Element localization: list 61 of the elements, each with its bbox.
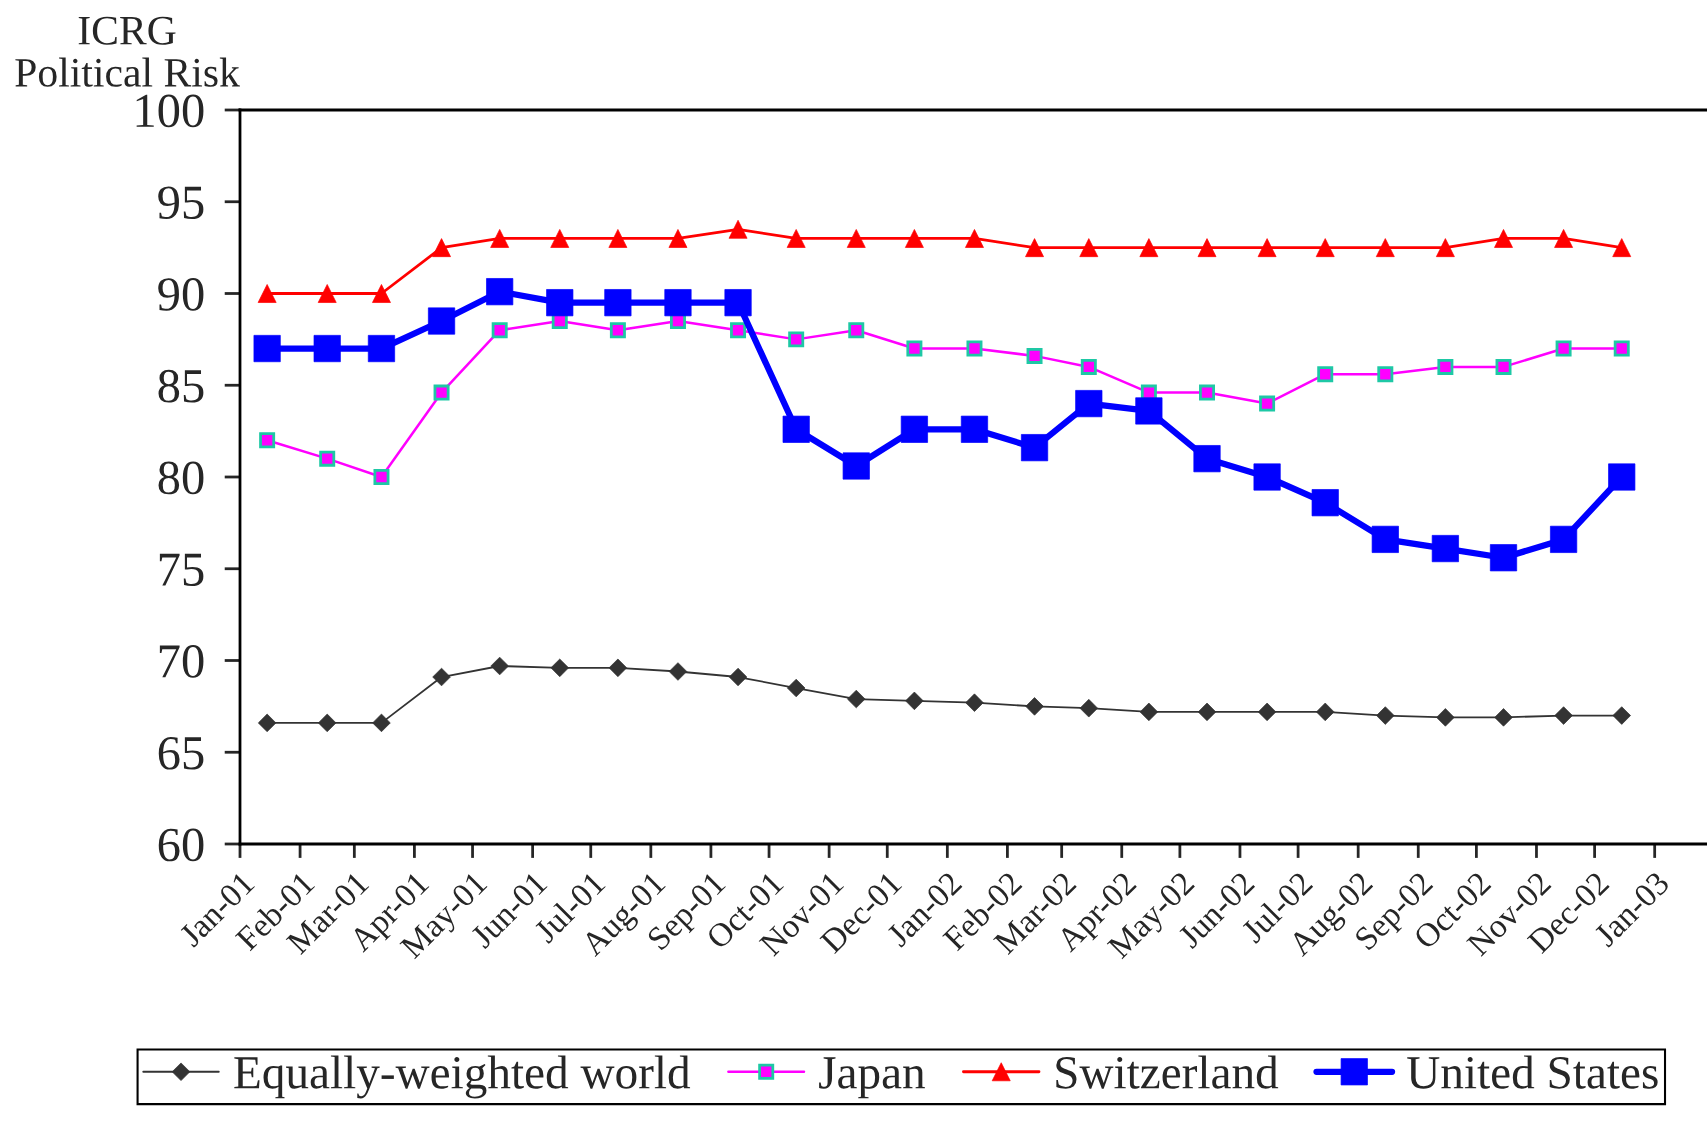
y-tick-label: 80	[158, 461, 204, 495]
point	[490, 656, 509, 676]
point	[1436, 238, 1455, 257]
point	[847, 689, 866, 709]
point	[491, 322, 508, 339]
point	[428, 307, 456, 335]
point	[609, 322, 626, 339]
point	[1377, 366, 1394, 383]
legend-label: United States	[1407, 1055, 1658, 1089]
point	[1135, 397, 1163, 425]
point	[317, 284, 337, 303]
point	[960, 415, 989, 443]
point	[965, 693, 984, 712]
point	[906, 340, 923, 357]
legend-label: Equally-weighted world	[234, 1055, 691, 1099]
point	[1075, 390, 1103, 418]
point	[319, 450, 336, 467]
point	[1495, 358, 1512, 375]
point	[1079, 238, 1099, 257]
point	[1437, 358, 1454, 375]
point	[1026, 347, 1043, 364]
point	[724, 289, 752, 317]
point	[259, 432, 276, 449]
point	[373, 469, 390, 485]
point	[1612, 238, 1632, 257]
point	[1253, 463, 1281, 491]
point	[900, 415, 928, 443]
legend-label: Japan	[819, 1057, 925, 1099]
point	[1259, 395, 1276, 412]
point	[1315, 238, 1335, 257]
y-tick-label: 70	[159, 645, 204, 678]
point	[1317, 366, 1334, 383]
point	[1613, 340, 1630, 357]
y-axis-title: ICRG Political Risk	[15, 16, 240, 87]
point	[546, 289, 574, 317]
y-tick-label: 60	[158, 828, 204, 862]
point	[433, 384, 450, 401]
point	[966, 340, 983, 357]
point	[1311, 489, 1339, 517]
point	[730, 322, 747, 339]
point	[486, 278, 514, 306]
point	[1193, 445, 1221, 473]
point	[1080, 358, 1097, 375]
y-tick-label: 85	[158, 369, 204, 403]
y-tick-label: 95	[158, 186, 204, 220]
point	[604, 289, 632, 317]
point	[668, 662, 688, 681]
point	[848, 322, 865, 339]
y-tick-label: 65	[158, 736, 204, 770]
point	[1139, 238, 1159, 257]
y-tick-label: 75	[159, 553, 204, 587]
point	[1555, 340, 1572, 357]
y-tick-label: 100	[136, 94, 204, 128]
point	[1431, 535, 1459, 563]
legend-label: Switzerland	[1056, 1055, 1279, 1089]
point	[1375, 238, 1395, 257]
point	[1608, 463, 1636, 491]
point	[788, 331, 805, 348]
y-tick-label: 90	[158, 278, 204, 311]
point	[1199, 384, 1216, 401]
point	[367, 335, 396, 363]
